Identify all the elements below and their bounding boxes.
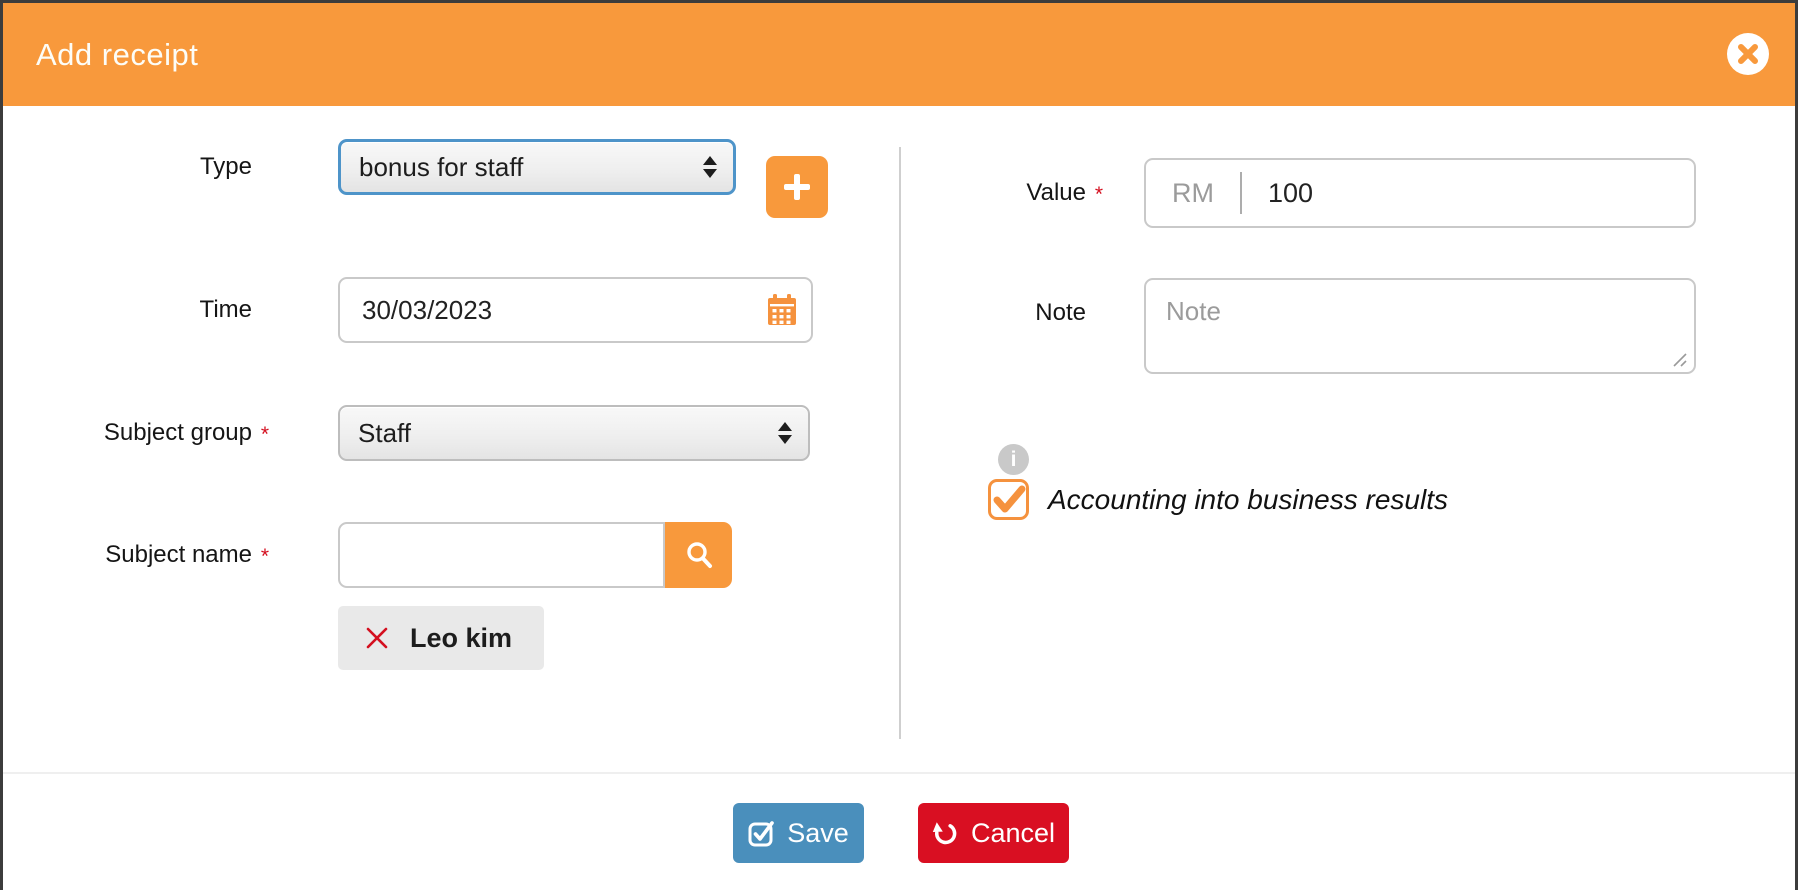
close-button[interactable]: [1727, 33, 1769, 75]
type-select[interactable]: bonus for staff: [338, 139, 736, 195]
amount-input[interactable]: [1266, 176, 1694, 210]
type-label-row: Type: [3, 139, 278, 195]
subject-name-label-row: Subject name *: [3, 522, 278, 588]
value-field: RM: [1144, 158, 1696, 228]
add-type-button[interactable]: [766, 156, 828, 218]
calendar-icon[interactable]: [765, 293, 799, 329]
time-input[interactable]: [338, 277, 813, 343]
value-required: *: [1094, 182, 1104, 206]
subject-name-required: *: [260, 544, 270, 568]
resize-handle-icon[interactable]: [1666, 346, 1690, 375]
selected-subject-chip: Leo kim: [338, 606, 544, 670]
save-button-label: Save: [787, 817, 849, 848]
subject-group-label-row: Subject group *: [3, 405, 278, 461]
check-square-icon: [748, 820, 775, 847]
type-required-slot: [252, 166, 278, 169]
time-label: Time: [199, 296, 252, 323]
currency-divider: [1240, 172, 1242, 214]
modal-header: Add receipt: [3, 3, 1795, 106]
undo-icon: [932, 820, 959, 847]
chip-label: Leo kim: [410, 622, 513, 653]
note-required-slot: [1086, 312, 1112, 315]
save-button[interactable]: Save: [733, 803, 864, 863]
note-textarea[interactable]: [1144, 278, 1696, 374]
subject-group-label: Subject group: [103, 419, 252, 446]
type-select-value: bonus for staff: [359, 151, 524, 182]
select-arrows-icon: [703, 156, 717, 178]
subject-group-required: *: [260, 422, 270, 446]
page-title: Add receipt: [36, 36, 199, 72]
subject-group-select[interactable]: Staff: [338, 405, 810, 461]
chip-remove-icon[interactable]: [364, 625, 390, 651]
plus-icon: [781, 171, 813, 203]
type-label: Type: [199, 153, 252, 180]
accounting-label: Accounting into business results: [1048, 483, 1448, 515]
column-divider: [899, 147, 901, 739]
subject-name-input[interactable]: [338, 522, 665, 588]
value-label-row: Value *: [903, 158, 1112, 228]
time-label-row: Time: [3, 277, 278, 343]
search-icon: [684, 540, 714, 570]
footer-divider: [3, 772, 1795, 774]
currency-prefix: RM: [1172, 177, 1214, 208]
note-label: Note: [1035, 299, 1086, 326]
info-icon[interactable]: i: [998, 444, 1029, 475]
subject-name-label: Subject name: [105, 541, 252, 568]
select-arrows-icon: [778, 422, 792, 444]
info-glyph: i: [1010, 447, 1017, 471]
accounting-checkbox[interactable]: [988, 479, 1029, 520]
cancel-button[interactable]: Cancel: [918, 803, 1069, 863]
subject-group-select-value: Staff: [358, 417, 412, 448]
time-required-slot: [252, 309, 278, 312]
checkbox-check-icon: [991, 483, 1027, 517]
note-label-row: Note: [903, 278, 1112, 348]
close-icon: [1736, 42, 1760, 66]
value-label: Value: [1026, 179, 1086, 206]
cancel-button-label: Cancel: [970, 817, 1056, 848]
search-button[interactable]: [665, 522, 732, 588]
